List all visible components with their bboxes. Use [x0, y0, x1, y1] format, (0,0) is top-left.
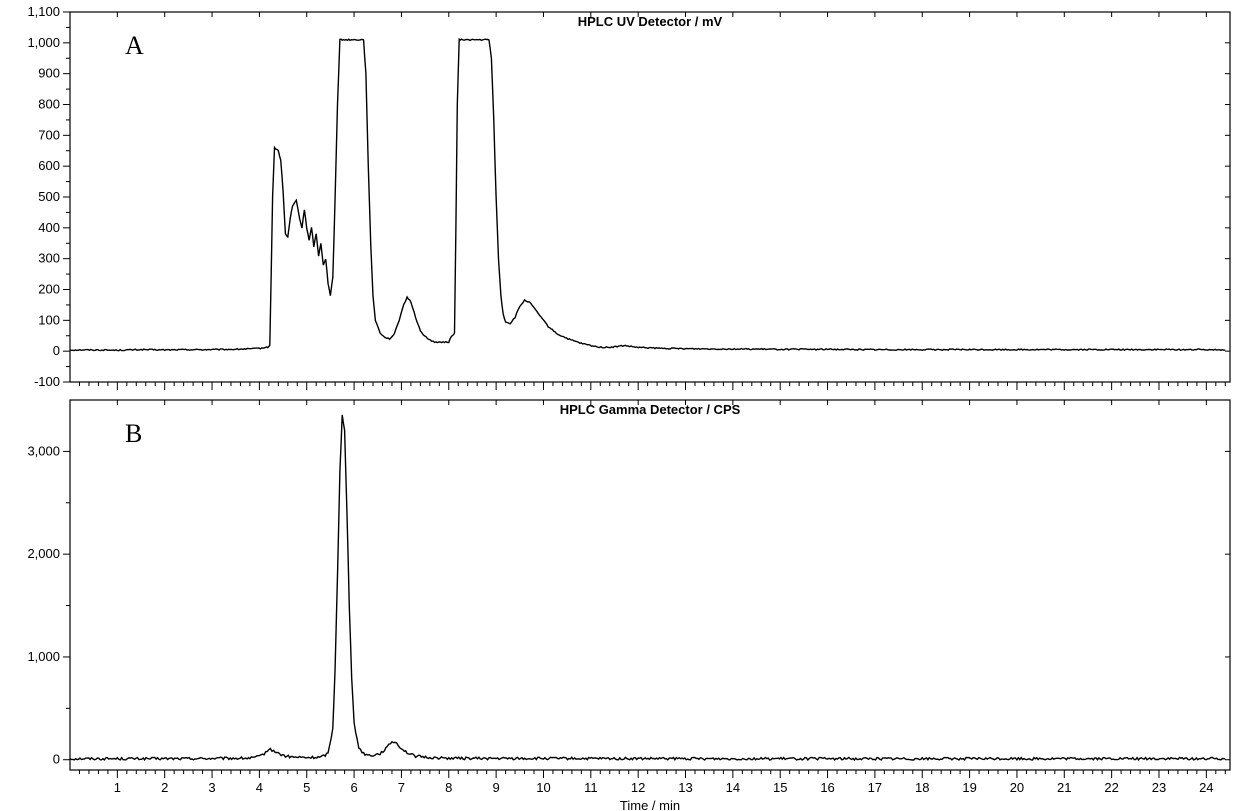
x-tick-label: 23: [1152, 780, 1166, 795]
y-tick-label: 200: [38, 282, 60, 297]
y-tick-label: 700: [38, 127, 60, 142]
x-tick-label: 6: [350, 780, 357, 795]
y-tick-label: 1,000: [27, 35, 60, 50]
panel-title: HPLC Gamma Detector / CPS: [560, 402, 741, 417]
y-tick-label: 3,000: [27, 443, 60, 458]
y-tick-label: 1,000: [27, 649, 60, 664]
panel-title: HPLC UV Detector / mV: [578, 14, 723, 29]
chromatogram-trace: [70, 415, 1225, 760]
x-tick-label: 12: [631, 780, 645, 795]
y-tick-label: 0: [53, 752, 60, 767]
x-tick-label: 17: [868, 780, 882, 795]
x-tick-label: 20: [1010, 780, 1024, 795]
x-tick-label: 3: [208, 780, 215, 795]
chromatogram-trace: [70, 39, 1225, 351]
x-axis-label: Time / min: [620, 798, 680, 811]
x-tick-label: 10: [536, 780, 550, 795]
x-tick-label: 11: [584, 780, 598, 795]
x-tick-label: 1: [114, 780, 121, 795]
y-tick-label: 2,000: [27, 546, 60, 561]
x-tick-label: 4: [256, 780, 263, 795]
y-tick-label: 500: [38, 189, 60, 204]
y-tick-label: 600: [38, 158, 60, 173]
x-tick-label: 14: [726, 780, 740, 795]
x-tick-label: 16: [820, 780, 834, 795]
x-tick-label: 13: [678, 780, 692, 795]
x-tick-label: 22: [1104, 780, 1118, 795]
panel-label: A: [125, 31, 144, 60]
y-tick-label: 400: [38, 220, 60, 235]
y-tick-label: 1,100: [27, 4, 60, 19]
x-tick-label: 21: [1057, 780, 1071, 795]
x-tick-label: 24: [1199, 780, 1213, 795]
plot-frame: [70, 400, 1230, 770]
y-tick-label: 900: [38, 66, 60, 81]
x-tick-label: 9: [493, 780, 500, 795]
x-tick-label: 19: [962, 780, 976, 795]
y-tick-label: 0: [53, 343, 60, 358]
x-tick-label: 8: [445, 780, 452, 795]
y-tick-label: 800: [38, 97, 60, 112]
x-tick-label: 5: [303, 780, 310, 795]
x-tick-label: 7: [398, 780, 405, 795]
y-tick-label: 100: [38, 312, 60, 327]
x-tick-label: 18: [915, 780, 929, 795]
y-tick-label: 300: [38, 251, 60, 266]
x-tick-label: 15: [773, 780, 787, 795]
hplc-chromatogram-figure: -10001002003004005006007008009001,0001,1…: [0, 0, 1240, 811]
x-tick-label: 2: [161, 780, 168, 795]
plot-frame: [70, 12, 1230, 382]
y-tick-label: -100: [34, 374, 60, 389]
panel-label: B: [125, 419, 142, 448]
